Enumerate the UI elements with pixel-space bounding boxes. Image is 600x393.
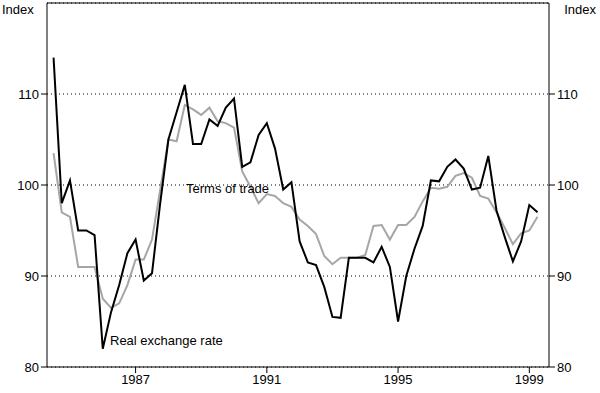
svg-text:80: 80 [557, 360, 571, 375]
svg-text:90: 90 [25, 269, 39, 284]
svg-text:1987: 1987 [121, 372, 150, 387]
svg-text:90: 90 [557, 269, 571, 284]
html-text:Index: Index [2, 2, 34, 17]
svg-text:110: 110 [557, 87, 578, 102]
html-text:Terms of trade: Terms of trade [186, 181, 270, 196]
svg-text:1991: 1991 [252, 372, 281, 387]
svg-text:1999: 1999 [515, 372, 544, 387]
svg-text:100: 100 [17, 178, 39, 193]
svg-text:80: 80 [25, 360, 39, 375]
svg-text:110: 110 [18, 87, 39, 102]
svg-text:1995: 1995 [384, 372, 413, 387]
html-text:Real exchange rate: Real exchange rate [110, 333, 223, 348]
svg-text:100: 100 [557, 178, 579, 193]
html-text:Index: Index [564, 2, 596, 17]
